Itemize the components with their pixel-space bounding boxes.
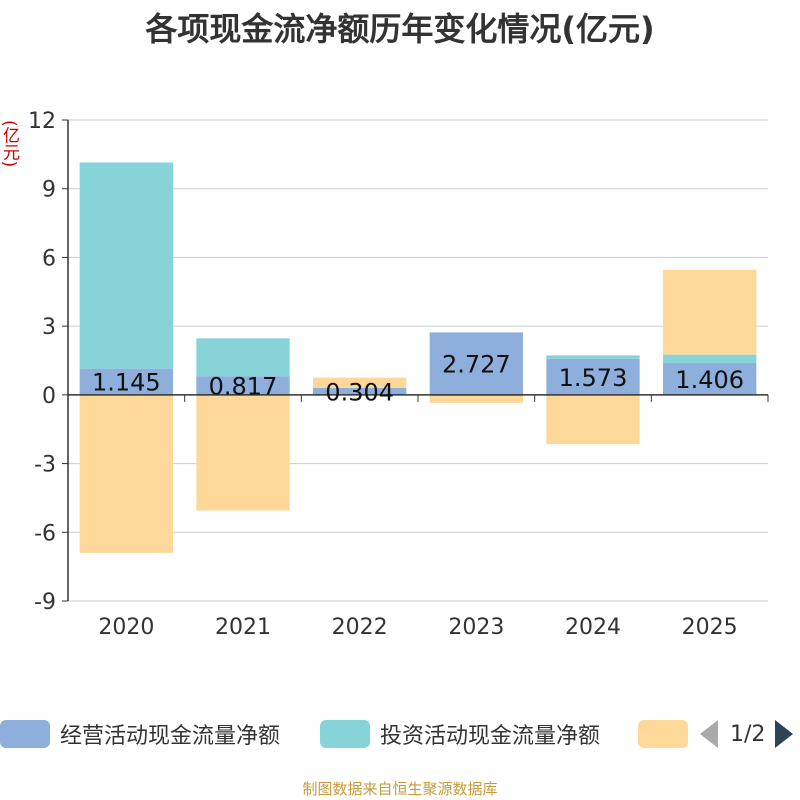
legend-label-operating: 经营活动现金流量净额: [60, 724, 281, 749]
bar-series0-2020: [79, 368, 173, 395]
bar-series2-2020: [79, 394, 173, 553]
data-source-footer: 制图数据来自恒生聚源数据库: [302, 780, 498, 798]
legend-next-arrow-icon[interactable]: [775, 720, 794, 748]
legend-item-financing[interactable]: [638, 712, 698, 756]
x-tick-label-2021: 2021: [215, 615, 271, 640]
bar-series0-2025: [663, 362, 757, 395]
y-tick-label: 6: [42, 246, 56, 271]
data-label-2025: 1.406: [675, 366, 744, 394]
legend-item-operating[interactable]: 经营活动现金流量净额: [0, 712, 280, 756]
y-tick-label: -9: [34, 590, 56, 615]
bar-series1-2024: [546, 355, 640, 359]
y-tick-label: 3: [42, 315, 56, 340]
y-axis-unit-label: (亿元): [0, 120, 19, 168]
x-tick-label-2023: 2023: [448, 615, 504, 640]
data-label-2022: 0.304: [325, 378, 394, 406]
legend-pager: 1/2: [700, 712, 794, 756]
y-tick-label: -6: [34, 521, 56, 546]
chart-canvas: 12 9 6 3 0 -3 -6 -9 2020 2021 2022 2023 2024 2025 1.1…: [28, 109, 769, 640]
bar-series2-2022: [313, 377, 407, 388]
bar-series1-2025: [663, 354, 757, 363]
x-tick-label-2024: 2024: [565, 615, 621, 640]
legend-label-investing: 投资活动现金流量净额: [380, 724, 601, 749]
y-tick-label: -3: [34, 453, 56, 478]
bar-series2-2025: [663, 269, 757, 355]
legend-page-indicator: 1/2: [730, 721, 766, 747]
bar-series0-2023: [429, 332, 523, 395]
bar-series0-2024: [546, 358, 640, 395]
legend-item-investing[interactable]: 投资活动现金流量净额: [320, 712, 600, 756]
bar-series0-2022: [313, 387, 407, 395]
chart-title: 各项现金流净额历年变化情况(亿元): [145, 10, 655, 48]
bar-series1-2020: [79, 162, 173, 369]
legend-swatch-operating: [0, 720, 50, 748]
bar-series2-2024: [546, 394, 640, 445]
x-tick-label-2022: 2022: [332, 615, 388, 640]
bar-series2-2021: [196, 394, 290, 511]
y-tick-label: 0: [42, 384, 56, 409]
data-label-2020: 1.145: [92, 369, 161, 397]
data-label-2024: 1.573: [559, 364, 628, 392]
bar-series2-2023: [429, 396, 523, 403]
data-label-2021: 0.817: [209, 373, 278, 401]
legend: 经营活动现金流量净额 投资活动现金流量净额 1/2: [0, 712, 800, 756]
legend-swatch-investing: [320, 720, 370, 748]
bar-series1-2021: [196, 338, 290, 377]
legend-prev-arrow-icon[interactable]: [700, 720, 718, 748]
x-tick-label-2025: 2025: [682, 615, 738, 640]
legend-swatch-financing: [638, 720, 688, 748]
x-tick-label-2020: 2020: [98, 615, 154, 640]
bar-series0-2021: [196, 376, 290, 395]
y-tick-label: 9: [42, 178, 56, 203]
data-label-2023: 2.727: [442, 351, 511, 379]
y-tick-label: 12: [28, 109, 56, 134]
